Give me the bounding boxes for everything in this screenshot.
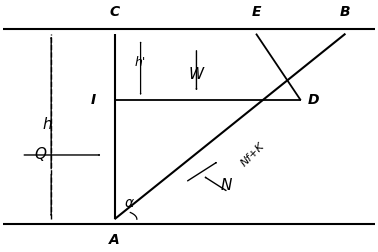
Text: N: N [220, 178, 232, 193]
Text: B: B [340, 5, 351, 19]
Text: I: I [91, 93, 96, 107]
Text: h: h [43, 117, 52, 132]
Text: A: A [109, 233, 120, 247]
Text: E: E [251, 5, 261, 19]
Text: Nf+K: Nf+K [239, 141, 266, 169]
Text: Q: Q [34, 147, 46, 163]
Text: D: D [308, 93, 320, 107]
Text: h': h' [135, 56, 146, 69]
Text: α: α [125, 196, 134, 210]
Text: W: W [189, 67, 204, 82]
Text: C: C [110, 5, 119, 19]
